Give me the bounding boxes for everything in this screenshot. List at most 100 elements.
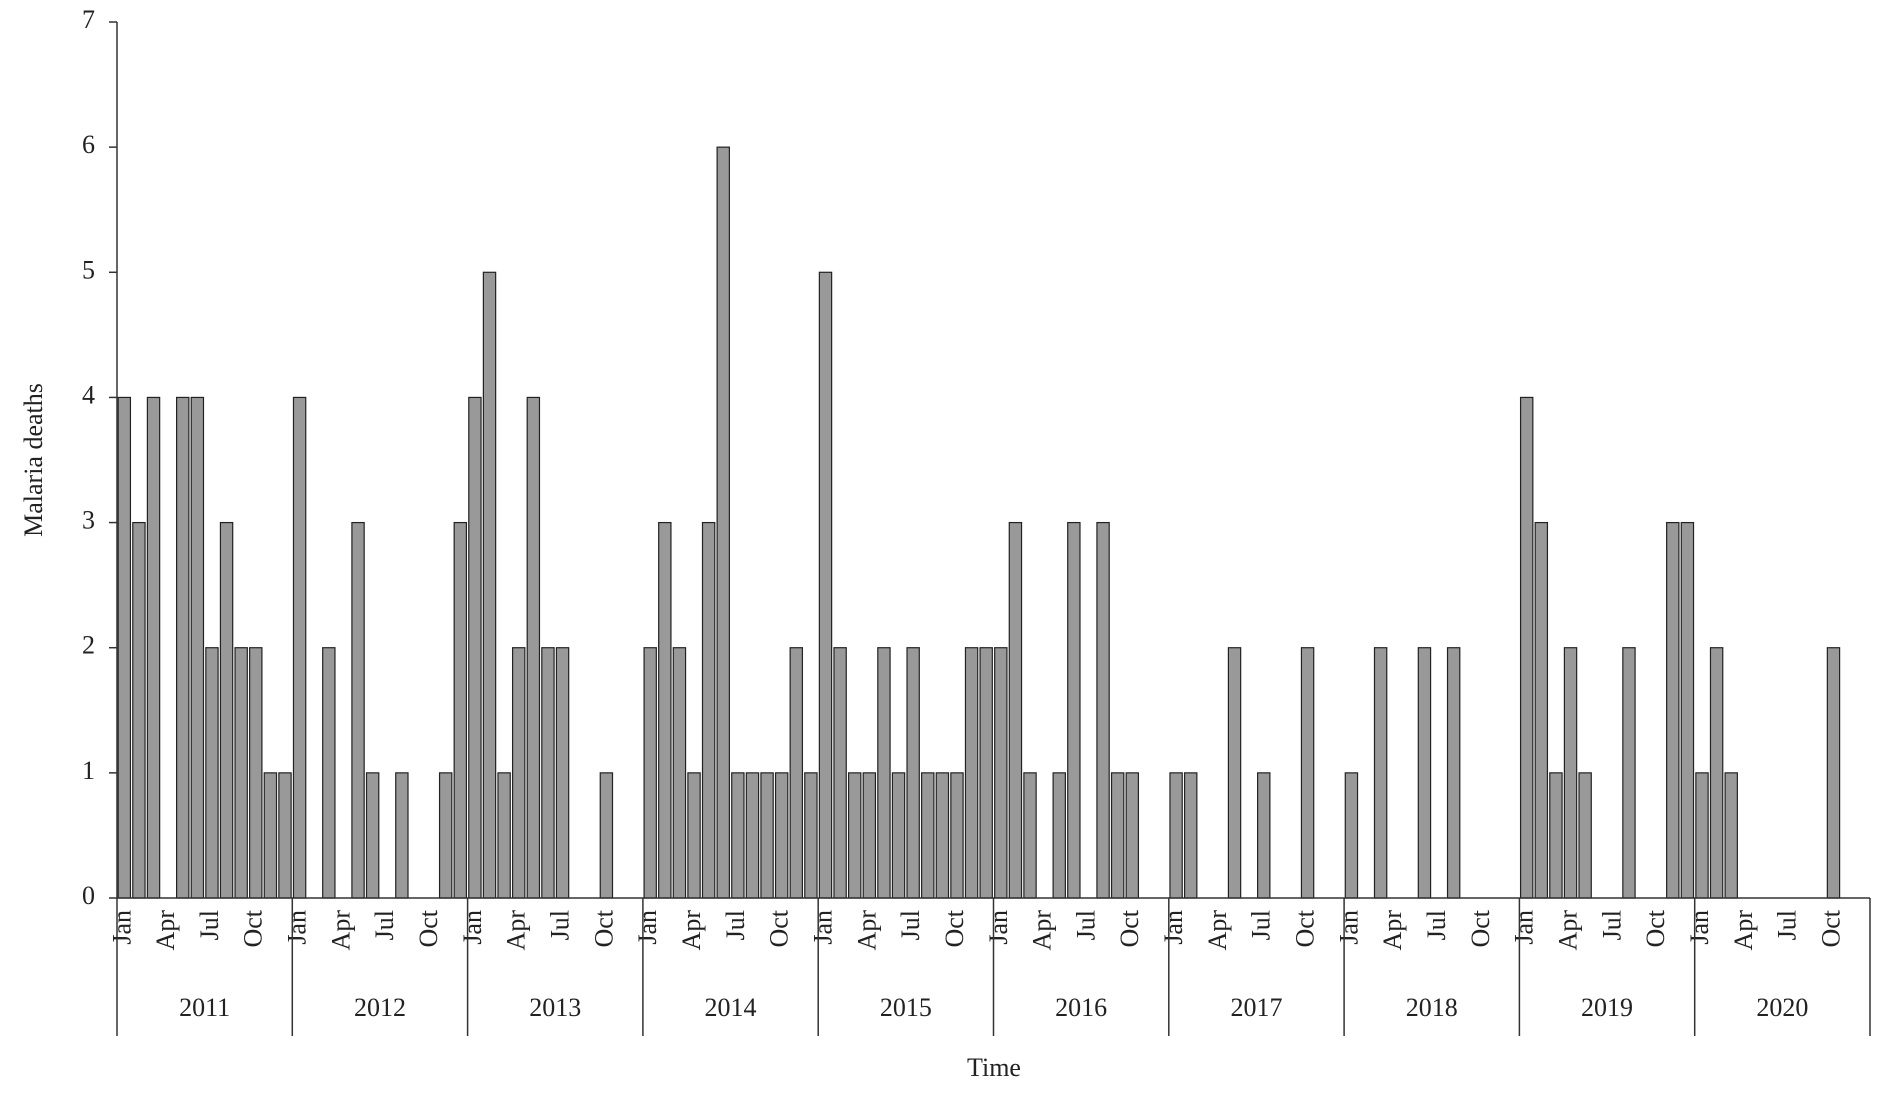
group-label: 2013 <box>529 993 581 1022</box>
x-tick-label: Apr <box>326 910 355 951</box>
bar <box>847 772 862 899</box>
bar <box>1067 521 1081 899</box>
x-tick-label: Jul <box>1773 910 1802 940</box>
bar <box>760 772 774 899</box>
x-tick-label: Jan <box>1510 910 1539 945</box>
bar <box>438 772 453 899</box>
bar <box>1183 772 1198 899</box>
bar <box>526 396 541 899</box>
bar <box>219 521 234 899</box>
bar <box>964 647 979 899</box>
bar <box>1446 647 1461 899</box>
bar <box>190 396 205 899</box>
x-tick-label: Jul <box>546 910 575 940</box>
bar <box>1300 647 1315 899</box>
x-tick-label: Jul <box>1422 910 1451 940</box>
bar <box>599 772 614 899</box>
x-tick-label: Jan <box>1159 910 1188 945</box>
bar <box>774 772 789 899</box>
bar <box>395 772 409 899</box>
bar <box>1680 521 1695 899</box>
bar <box>1724 772 1738 899</box>
y-axis-title: Malaria deaths <box>19 383 48 537</box>
group-label: 2017 <box>1230 993 1282 1022</box>
bar <box>541 647 555 899</box>
bar <box>132 521 146 899</box>
bar <box>555 647 570 899</box>
x-tick-label: Oct <box>1816 909 1845 947</box>
x-axis-title: Time <box>967 1053 1021 1082</box>
x-tick-label: Oct <box>414 909 443 947</box>
x-tick-label: Oct <box>1641 909 1670 947</box>
bar <box>687 772 701 899</box>
x-tick-label: Jul <box>721 910 750 940</box>
x-tick-label: Apr <box>1203 910 1232 951</box>
bar <box>1519 396 1534 899</box>
bar <box>117 396 132 899</box>
x-tick-label: Jan <box>633 910 662 945</box>
x-tick-label: Apr <box>1028 910 1057 951</box>
bar <box>1125 772 1140 899</box>
bar <box>249 647 263 899</box>
x-tick-label: Jan <box>107 910 136 945</box>
bar <box>497 772 511 899</box>
x-tick-label: Jan <box>1334 910 1363 945</box>
x-tick-label: Apr <box>677 910 706 951</box>
x-tick-label: Apr <box>1378 910 1407 951</box>
x-tick-label: Oct <box>940 909 969 947</box>
bar <box>511 647 526 899</box>
bar <box>1534 521 1549 899</box>
x-tick-label: Jul <box>896 910 925 940</box>
group-label: 2019 <box>1581 993 1633 1022</box>
x-tick-label: Jul <box>1247 910 1276 940</box>
x-tick-label: Jan <box>1685 910 1714 945</box>
bar <box>453 521 468 899</box>
bar <box>979 647 993 899</box>
x-tick-label: Oct <box>239 909 268 947</box>
bar <box>351 521 365 899</box>
bar <box>1578 772 1592 899</box>
x-tick-label: Jul <box>1597 910 1626 940</box>
bar <box>833 647 847 899</box>
x-tick-label: Jul <box>195 910 224 940</box>
group-label: 2020 <box>1756 993 1808 1022</box>
bar <box>146 396 161 899</box>
bar <box>1695 772 1709 899</box>
bar <box>278 772 292 899</box>
bar <box>921 772 935 899</box>
bar <box>322 647 336 899</box>
bar <box>365 772 380 899</box>
bar <box>1549 772 1563 899</box>
bar <box>891 772 906 899</box>
y-tick-label: 7 <box>82 5 95 34</box>
y-tick-label: 5 <box>82 255 95 284</box>
bar <box>1417 647 1432 899</box>
x-tick-label: Oct <box>589 909 618 947</box>
bar <box>745 772 760 899</box>
bar <box>658 521 672 899</box>
bar <box>1052 772 1066 899</box>
x-tick-label: Jan <box>808 910 837 945</box>
group-label: 2018 <box>1406 993 1458 1022</box>
bar <box>1373 647 1388 899</box>
x-tick-label: Jan <box>984 910 1013 945</box>
bar <box>468 396 482 899</box>
y-tick-label: 0 <box>82 881 95 910</box>
y-tick-label: 4 <box>82 380 95 409</box>
group-label: 2011 <box>179 993 230 1022</box>
x-tick-label: Apr <box>1553 910 1582 951</box>
bar <box>263 772 278 899</box>
bar <box>906 647 920 899</box>
bar <box>701 521 716 899</box>
x-tick-label: Jan <box>283 910 312 945</box>
y-tick-label: 3 <box>82 506 95 535</box>
bar <box>862 772 877 899</box>
x-tick-label: Oct <box>1466 909 1495 947</box>
group-label: 2015 <box>880 993 932 1022</box>
x-tick-label: Apr <box>1729 910 1758 951</box>
x-tick-label: Oct <box>1115 909 1144 947</box>
bar <box>292 396 307 899</box>
x-tick-label: Jul <box>1071 910 1100 940</box>
bar <box>1169 772 1183 899</box>
x-tick-label: Apr <box>502 910 531 951</box>
